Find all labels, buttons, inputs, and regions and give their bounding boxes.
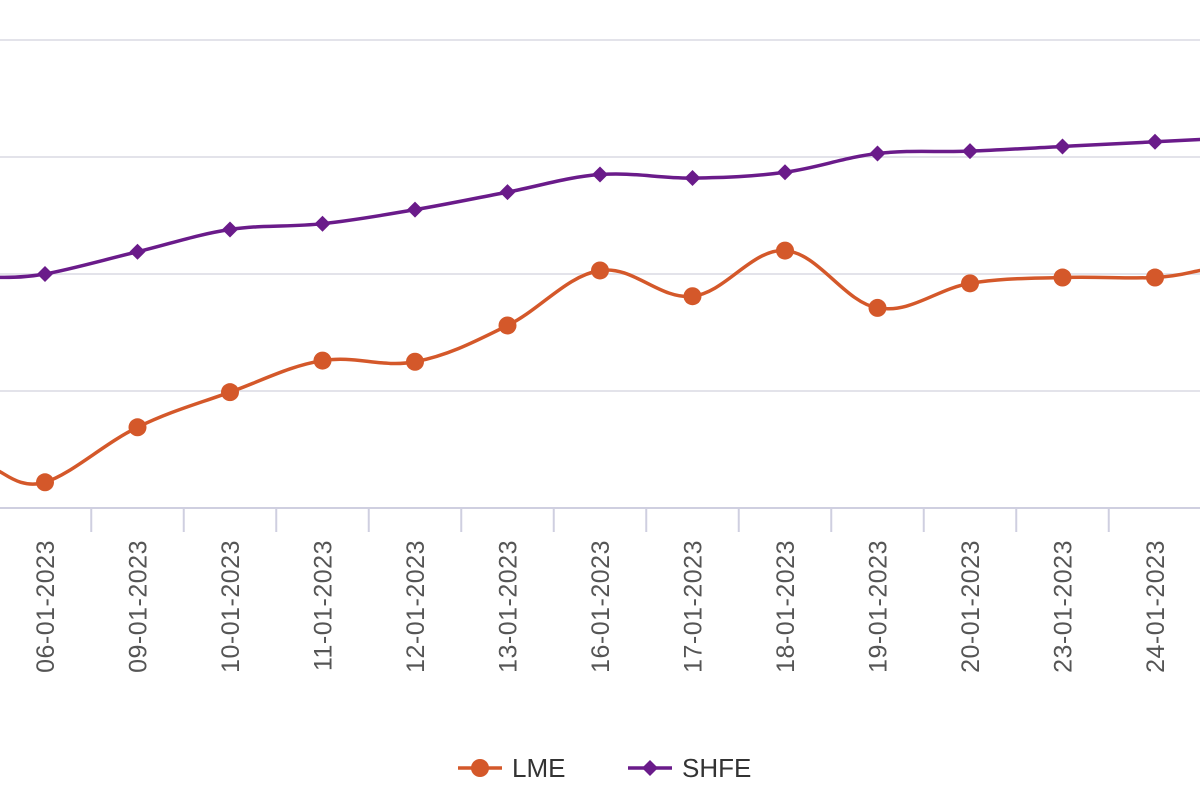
- lme-point: [868, 298, 887, 317]
- legend: LME SHFE: [458, 753, 751, 783]
- shfe-point: [962, 143, 978, 160]
- legend-item-shfe: SHFE: [628, 753, 751, 783]
- shfe-point: [1147, 133, 1163, 150]
- x-tick-label: 19-01-2023: [865, 540, 893, 673]
- x-tick-label: 06-01-2023: [32, 540, 60, 673]
- shfe-point: [869, 145, 886, 162]
- grid-lines: [0, 39, 1200, 392]
- lme-point: [961, 274, 979, 293]
- x-tick-label: 11-01-2023: [310, 540, 338, 671]
- legend-lme-marker: [471, 759, 489, 777]
- lme-point: [1146, 268, 1164, 287]
- lme-point: [776, 241, 794, 260]
- lme-point: [683, 287, 702, 306]
- x-tick-label: 13-01-2023: [495, 540, 523, 673]
- shfe-point: [222, 221, 238, 238]
- lme-point: [128, 418, 147, 437]
- x-tick-label: 16-01-2023: [587, 540, 615, 673]
- shfe-point: [37, 266, 53, 282]
- x-tick-label: 12-01-2023: [402, 540, 430, 673]
- shfe-point: [592, 166, 608, 183]
- legend-item-lme: LME: [458, 753, 565, 783]
- shfe-point: [499, 184, 516, 201]
- legend-lme-label: LME: [512, 753, 565, 783]
- series-shfe: [0, 133, 1200, 282]
- x-tick-label: 23-01-2023: [1050, 540, 1078, 673]
- shfe-point: [1054, 138, 1071, 155]
- legend-shfe-label: SHFE: [682, 753, 751, 783]
- lme-point: [36, 473, 54, 492]
- lme-point: [498, 316, 517, 335]
- series-lme: [0, 241, 1200, 492]
- x-tick-label: 20-01-2023: [957, 540, 985, 673]
- lme-line: [0, 248, 1200, 486]
- lme-point: [1053, 268, 1072, 287]
- shfe-point: [684, 170, 701, 187]
- x-tick-label: 10-01-2023: [217, 540, 245, 673]
- x-tick-label: 17-01-2023: [680, 540, 708, 673]
- shfe-point: [407, 201, 423, 218]
- x-axis: 06-01-2023 09-01-2023 10-01-2023 11-01-2023…: [0, 507, 1200, 673]
- shfe-line: [0, 137, 1200, 280]
- x-tick-label: 24-01-2023: [1142, 540, 1170, 673]
- lme-point: [591, 261, 609, 280]
- series-layer: [0, 133, 1200, 492]
- lme-point: [313, 351, 332, 370]
- x-tick-label: 18-01-2023: [772, 540, 800, 673]
- lme-point: [406, 352, 424, 371]
- shfe-point: [314, 215, 331, 232]
- lme-point: [221, 383, 239, 402]
- shfe-point: [129, 243, 146, 260]
- x-tick-label: 09-01-2023: [125, 540, 153, 673]
- shfe-point: [777, 164, 793, 181]
- legend-shfe-marker: [642, 760, 658, 776]
